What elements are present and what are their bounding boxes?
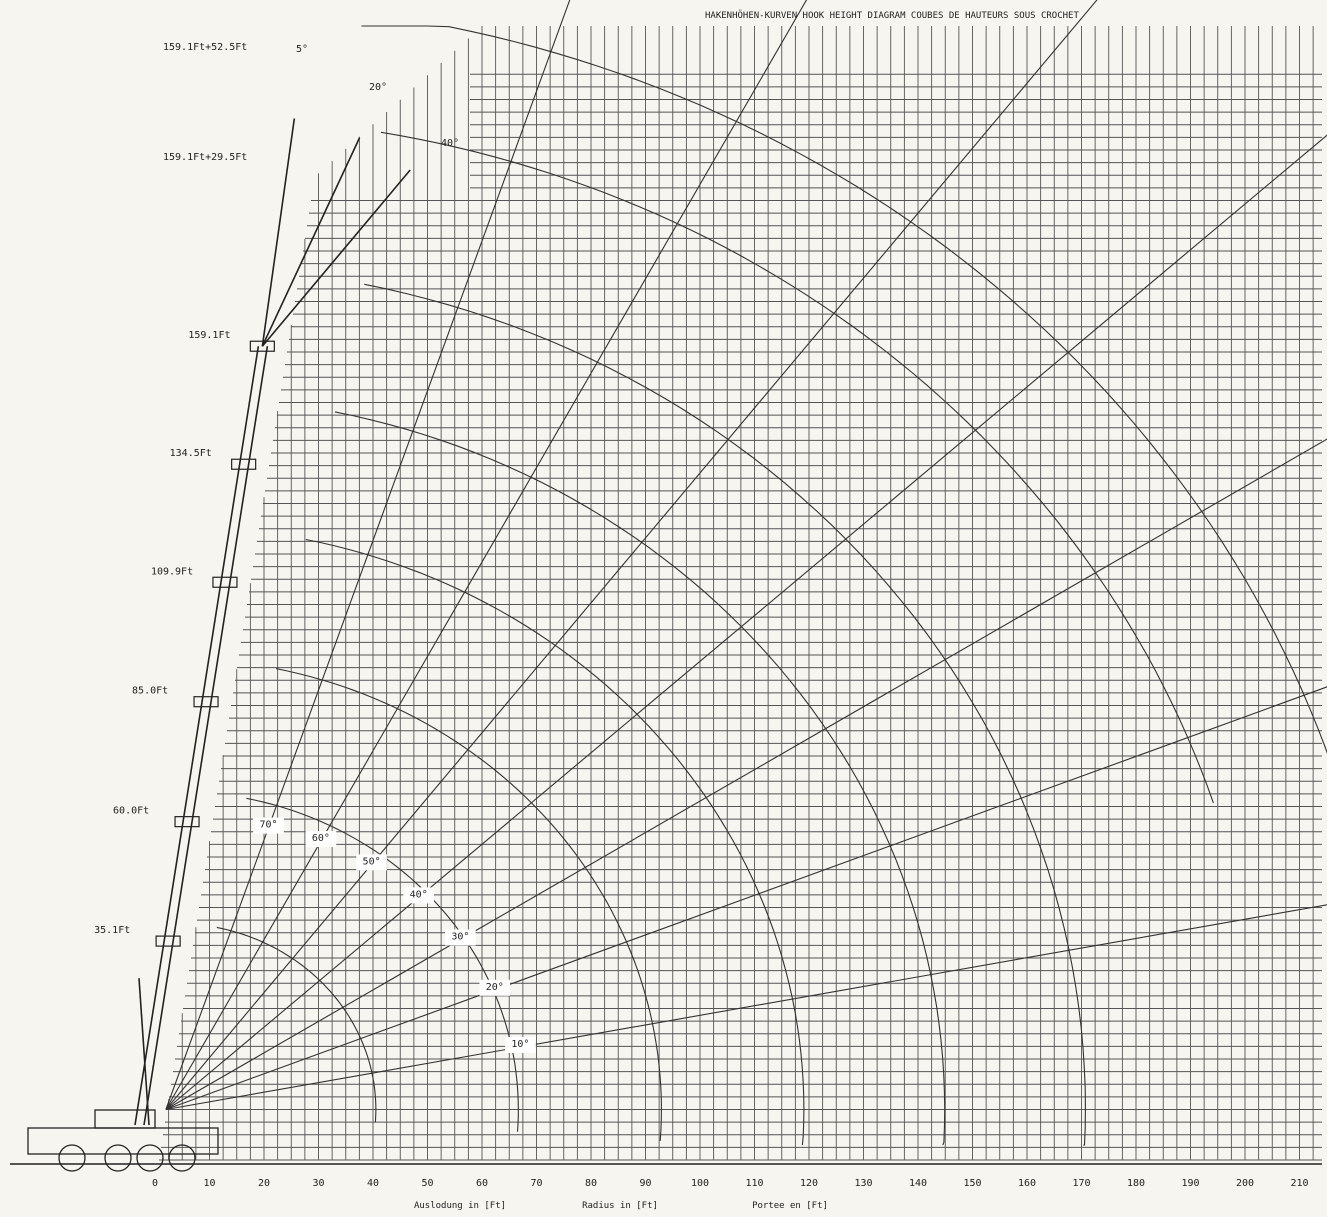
x-axis-label: Auslodung in [Ft] bbox=[414, 1201, 506, 1211]
x-tick-label: 100 bbox=[691, 1178, 709, 1189]
crane-truck bbox=[27, 1109, 219, 1172]
boom-angle-ray-60 bbox=[165, 0, 808, 1110]
boom-section-head bbox=[193, 696, 219, 708]
hook-arc-109.9 bbox=[305, 538, 805, 1146]
hook-arc-85 bbox=[275, 668, 662, 1141]
x-tick-label: 110 bbox=[745, 1178, 763, 1189]
boom-angle-rays bbox=[165, 0, 1327, 1111]
jib-arc-0 bbox=[380, 131, 1214, 804]
boom-angle-label-bg bbox=[505, 1036, 536, 1053]
x-tick-label: 120 bbox=[800, 1178, 818, 1189]
x-tick-label: 90 bbox=[639, 1178, 651, 1189]
boom-angle-label: 70° bbox=[259, 820, 277, 831]
jib-offset-label: 20° bbox=[369, 82, 387, 93]
jib-line-2 bbox=[261, 169, 411, 347]
jib-config-label: 159.1Ft+29.5Ft bbox=[163, 152, 247, 163]
boom-length-label: 35.1Ft bbox=[94, 925, 130, 936]
crane-boom bbox=[134, 118, 411, 1126]
x-tick-label: 10 bbox=[203, 1178, 215, 1189]
boom-length-label: 85.0Ft bbox=[132, 686, 168, 697]
boom-angle-label-bg bbox=[356, 854, 387, 871]
boom-angle-label: 10° bbox=[511, 1039, 529, 1050]
boom-section-head bbox=[231, 458, 257, 470]
boom-angle-ray-20 bbox=[165, 686, 1327, 1111]
boom-angle-label: 60° bbox=[312, 833, 330, 844]
x-tick-label: 160 bbox=[1018, 1178, 1036, 1189]
x-tick-label: 60 bbox=[476, 1178, 488, 1189]
x-tick-label: 40 bbox=[367, 1178, 379, 1189]
x-tick-label: 30 bbox=[312, 1178, 324, 1189]
x-tick-label: 80 bbox=[585, 1178, 597, 1189]
x-tick-label: 130 bbox=[854, 1178, 872, 1189]
grid bbox=[10, 26, 1322, 1165]
boom-angle-label-bg bbox=[479, 979, 511, 996]
x-tick-label: 0 bbox=[152, 1178, 158, 1189]
x-tick-label: 180 bbox=[1127, 1178, 1145, 1189]
chart-labels: HAKENHÖHEN-KURVEN HOOK HEIGHT DIAGRAM CO… bbox=[94, 10, 1308, 1211]
boom-section-head bbox=[174, 816, 200, 828]
x-tick-label: 140 bbox=[909, 1178, 927, 1189]
truck-wheel-1 bbox=[104, 1144, 132, 1172]
boom-chord-right bbox=[143, 346, 269, 1126]
hook-arc-60 bbox=[246, 797, 519, 1132]
boom-angle-label: 50° bbox=[363, 856, 381, 867]
boom-length-arcs bbox=[216, 25, 1327, 1146]
boom-length-label: 134.5Ft bbox=[170, 448, 212, 459]
jib-arc-1 bbox=[361, 25, 1327, 754]
truck-wheel-2 bbox=[136, 1144, 164, 1172]
truck-wheel-3 bbox=[168, 1144, 196, 1172]
jib-line-0 bbox=[261, 118, 296, 347]
hook-arc-159.1 bbox=[364, 283, 1086, 1146]
boom-angle-label-bg bbox=[253, 817, 284, 834]
x-tick-label: 190 bbox=[1181, 1178, 1199, 1189]
jib-offset-label: 40° bbox=[441, 138, 459, 149]
jib-offset-label: 5° bbox=[296, 44, 308, 55]
jib-line-1 bbox=[261, 137, 361, 347]
truck-body bbox=[27, 1127, 219, 1155]
truck-wheel-0 bbox=[58, 1144, 86, 1172]
jib-config-label: 159.1Ft+52.5Ft bbox=[163, 42, 247, 53]
boom-angle-label-bg bbox=[305, 831, 337, 848]
x-axis-label: Radius in [Ft] bbox=[582, 1201, 658, 1211]
boom-angle-label-bg bbox=[403, 887, 434, 904]
x-tick-label: 170 bbox=[1072, 1178, 1090, 1189]
x-axis-label: Portee en [Ft] bbox=[752, 1201, 828, 1211]
hook-arc-134.5 bbox=[334, 411, 946, 1146]
x-tick-label: 210 bbox=[1290, 1178, 1308, 1189]
boom-angle-ray-50 bbox=[165, 0, 1098, 1110]
x-tick-label: 50 bbox=[421, 1178, 433, 1189]
boom-angle-ray-10 bbox=[165, 904, 1327, 1111]
boom-length-label: 159.1Ft bbox=[188, 330, 230, 341]
boom-section-head bbox=[155, 935, 181, 947]
boom-angle-label-bg bbox=[445, 929, 476, 946]
boom-angle-ray-70 bbox=[165, 0, 571, 1110]
x-tick-label: 200 bbox=[1236, 1178, 1254, 1189]
boom-angle-label: 40° bbox=[410, 889, 428, 900]
boom-length-label: 109.9Ft bbox=[151, 566, 193, 577]
hook-arc-35.1 bbox=[216, 926, 377, 1123]
boom-angle-ray-40 bbox=[165, 134, 1327, 1110]
truck-superstructure bbox=[94, 1109, 156, 1129]
boom-angle-label: 30° bbox=[451, 932, 469, 943]
boom-length-label: 60.0Ft bbox=[113, 806, 149, 817]
boom-angle-label: 20° bbox=[486, 982, 504, 993]
boom-chord-left bbox=[134, 346, 260, 1126]
chart-title: HAKENHÖHEN-KURVEN HOOK HEIGHT DIAGRAM CO… bbox=[705, 10, 1079, 21]
x-tick-label: 70 bbox=[530, 1178, 542, 1189]
x-tick-label: 150 bbox=[963, 1178, 981, 1189]
x-tick-label: 20 bbox=[258, 1178, 270, 1189]
boom-section-head bbox=[212, 576, 238, 588]
luffing-cylinder bbox=[138, 978, 150, 1126]
